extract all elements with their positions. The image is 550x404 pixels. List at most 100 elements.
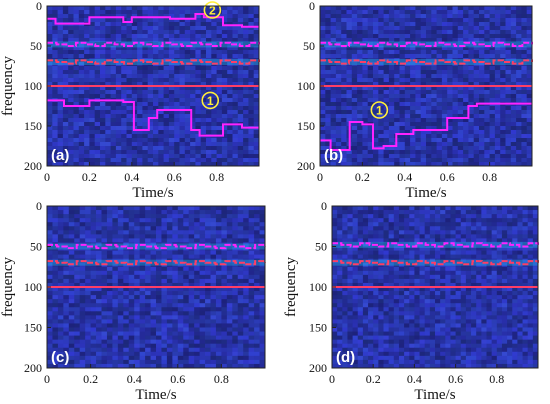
heat-cell	[74, 359, 81, 365]
heat-cell	[447, 30, 453, 35]
heat-cell	[194, 250, 200, 255]
heat-cell	[357, 210, 364, 215]
heat-cell	[516, 154, 522, 159]
heat-cell	[243, 154, 249, 159]
heat-cell	[373, 122, 379, 127]
heat-cell	[489, 26, 496, 31]
heat-cell	[121, 78, 127, 83]
heat-cell	[526, 6, 533, 11]
heat-cell	[153, 90, 159, 95]
heat-cell	[68, 50, 74, 55]
heat-cell	[441, 150, 448, 155]
heat-cell	[121, 150, 127, 155]
heat-cell	[232, 210, 239, 215]
heat-cell	[500, 34, 506, 39]
heat-cell	[420, 70, 427, 75]
heat-cell	[388, 82, 395, 87]
heat-cell	[436, 26, 443, 31]
heat-cell	[84, 26, 90, 31]
heat-cell	[383, 6, 390, 11]
heat-cell	[188, 266, 195, 272]
heat-cell	[172, 363, 179, 369]
heat-cell	[378, 50, 384, 55]
heat-cell	[243, 102, 249, 107]
heat-cell	[394, 70, 400, 75]
heat-cell	[463, 86, 469, 91]
heat-cell	[383, 130, 390, 135]
heat-cell	[131, 146, 138, 151]
heat-cell	[200, 10, 207, 15]
heat-cell	[325, 126, 331, 131]
heat-cell	[134, 278, 141, 284]
heat-cell	[52, 50, 58, 55]
heat-cell	[205, 303, 211, 308]
heat-cell	[161, 339, 168, 345]
heat-cell	[388, 58, 395, 63]
heat-cell	[254, 311, 260, 316]
heat-cell	[168, 162, 175, 167]
heat-cell	[479, 38, 485, 43]
heat-cell	[131, 54, 138, 59]
heat-cell	[436, 86, 443, 91]
heat-cell	[335, 110, 342, 115]
heat-cell	[479, 98, 485, 103]
heat-cell	[383, 94, 390, 99]
heat-cell	[227, 18, 233, 23]
heat-cell	[142, 94, 149, 99]
heat-cell	[123, 210, 130, 215]
heat-cell	[215, 323, 222, 328]
heat-cell	[139, 347, 146, 353]
heatmap-cells	[332, 206, 539, 369]
heat-cell	[47, 230, 53, 235]
heat-cell	[52, 102, 58, 107]
heat-cell	[248, 106, 255, 111]
heat-cell	[221, 146, 228, 151]
heat-cell	[436, 158, 443, 163]
heat-cell	[106, 303, 113, 308]
heat-cell	[404, 26, 411, 31]
heat-cell	[471, 210, 477, 215]
heat-cell	[341, 130, 347, 135]
heat-cell	[253, 6, 260, 11]
heat-cell	[441, 18, 448, 23]
heat-cell	[378, 150, 384, 155]
heat-cell	[505, 46, 512, 51]
heat-cell	[341, 34, 347, 39]
heat-cell	[320, 86, 326, 91]
heat-cell	[174, 58, 180, 63]
heat-cell	[357, 90, 363, 95]
heat-cell	[90, 230, 97, 235]
heat-cell	[367, 58, 374, 63]
heat-cell	[351, 42, 358, 47]
heat-cell	[156, 230, 162, 235]
heat-cell	[153, 118, 159, 123]
heat-cell	[68, 142, 74, 147]
heat-cell	[110, 114, 117, 119]
heat-cell	[62, 94, 69, 99]
heat-cell	[139, 278, 146, 284]
heat-cell	[117, 218, 124, 223]
heat-cell	[96, 274, 102, 280]
heat-cell	[199, 234, 206, 239]
heat-cell	[194, 339, 200, 345]
heat-cell	[410, 30, 416, 35]
heat-cell	[259, 335, 266, 341]
heat-cell	[79, 278, 86, 284]
heat-cell	[489, 74, 496, 79]
heat-cell	[452, 102, 459, 107]
heat-cell	[63, 323, 70, 328]
heat-cell	[431, 146, 437, 151]
heat-cell	[199, 246, 206, 251]
heat-cell	[431, 158, 437, 163]
heat-cell	[184, 142, 191, 147]
heat-cell	[126, 162, 133, 167]
heat-cell	[330, 90, 337, 95]
heat-cell	[399, 118, 406, 123]
heat-cell	[168, 98, 175, 103]
heat-cell	[441, 146, 448, 151]
heat-cell	[254, 230, 260, 235]
heat-cell	[237, 287, 244, 292]
heat-cell	[206, 62, 212, 67]
heat-cell	[211, 42, 217, 47]
heat-cell	[484, 6, 490, 11]
